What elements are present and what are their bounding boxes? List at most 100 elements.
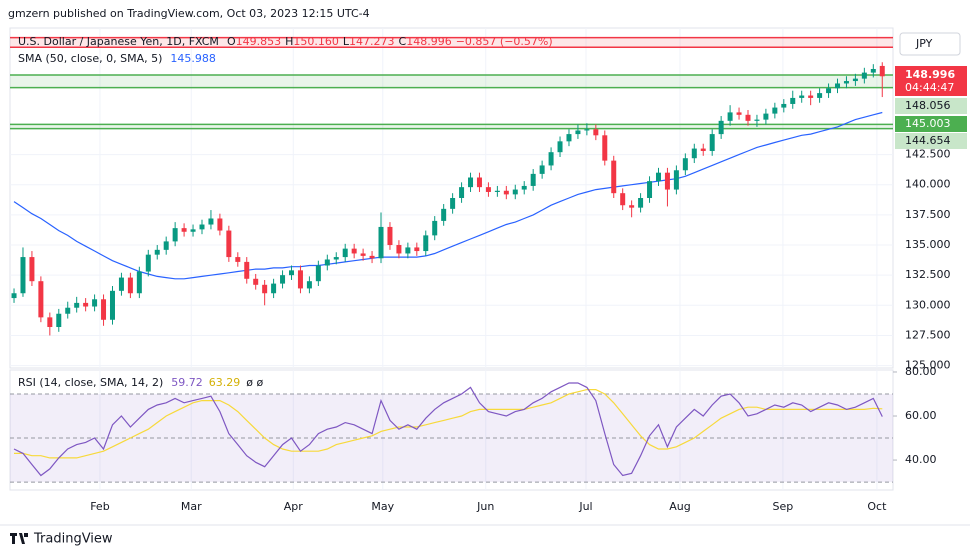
candle-body bbox=[494, 190, 500, 192]
candle-body bbox=[879, 65, 885, 77]
candle-body bbox=[530, 173, 536, 186]
candle-body bbox=[145, 254, 151, 272]
level-label: 148.056 bbox=[905, 99, 951, 112]
candle-body bbox=[575, 130, 581, 135]
candle-body bbox=[208, 218, 214, 225]
candle-body bbox=[405, 247, 411, 254]
candle-body bbox=[468, 177, 474, 188]
ohlc-value: 149.853 bbox=[236, 35, 282, 48]
candle-body bbox=[217, 218, 223, 231]
countdown-label: 04:44:47 bbox=[905, 81, 954, 94]
zone bbox=[10, 75, 893, 88]
x-tick-label: Mar bbox=[181, 500, 202, 513]
x-tick-label: Apr bbox=[284, 500, 304, 513]
zone bbox=[10, 124, 893, 129]
candle-body bbox=[503, 190, 509, 195]
candle-body bbox=[843, 81, 849, 84]
level-label-bg bbox=[895, 98, 967, 114]
candle-body bbox=[396, 245, 402, 254]
candle-body bbox=[539, 165, 545, 174]
sma-line bbox=[13, 111, 883, 280]
candle-body bbox=[83, 302, 89, 307]
y-tick-label: 127.500 bbox=[905, 328, 951, 341]
y-tick-label: 135.000 bbox=[905, 238, 951, 251]
rsi-value: 59.72 bbox=[171, 376, 203, 389]
price-label: 148.996 bbox=[905, 68, 955, 81]
price-label-bg bbox=[895, 66, 967, 96]
published-by: gmzern published on TradingView.com, Oct… bbox=[8, 7, 370, 20]
currency-button[interactable] bbox=[899, 32, 961, 56]
x-tick-label: May bbox=[371, 500, 394, 513]
ohlc-name: C bbox=[399, 35, 407, 48]
candle-body bbox=[315, 265, 321, 282]
candle-body bbox=[387, 226, 393, 246]
candle-body bbox=[47, 317, 53, 328]
candle-body bbox=[118, 277, 124, 291]
candle-body bbox=[691, 148, 697, 159]
sma-value: 145.988 bbox=[170, 52, 216, 65]
candle-body bbox=[11, 293, 17, 299]
candle-body bbox=[324, 259, 330, 266]
candle-body bbox=[432, 220, 438, 236]
candle-body bbox=[826, 88, 832, 94]
candle-body bbox=[754, 119, 760, 121]
y-tick-label: 132.500 bbox=[905, 268, 951, 281]
currency: JPY bbox=[915, 37, 933, 50]
x-tick-label: Sep bbox=[773, 500, 794, 513]
candle-body bbox=[20, 257, 26, 294]
candle-body bbox=[378, 226, 384, 259]
candle-body bbox=[727, 112, 733, 121]
rsi-line bbox=[13, 382, 883, 477]
candle-body bbox=[790, 97, 796, 104]
candle-body bbox=[280, 275, 286, 284]
candle-body bbox=[772, 107, 778, 114]
candle-body bbox=[647, 181, 653, 198]
candle-body bbox=[655, 172, 661, 182]
candle-body bbox=[450, 198, 456, 209]
candle-body bbox=[673, 170, 679, 190]
candle-body bbox=[521, 185, 527, 190]
candle-body bbox=[101, 299, 107, 320]
candle-body bbox=[29, 257, 35, 282]
candle-body bbox=[342, 248, 348, 258]
candle-body bbox=[602, 135, 608, 161]
candle-body bbox=[136, 271, 142, 294]
symbol: U.S. Dollar / Japanese Yen, 1D, FXCM bbox=[18, 35, 219, 48]
rsi-tick-label: 80.00 bbox=[905, 365, 937, 378]
rsi-name: RSI (14, close, SMA, 14, 2) bbox=[18, 376, 163, 389]
candle-body bbox=[745, 114, 751, 121]
candle-body bbox=[566, 134, 572, 142]
ohlc-name: O bbox=[227, 35, 236, 48]
price-pane bbox=[9, 27, 894, 369]
rsi-pane bbox=[9, 369, 894, 491]
candle-body bbox=[423, 235, 429, 252]
legend: U.S. Dollar / Japanese Yen, 1D, FXCM O149… bbox=[18, 35, 553, 48]
candle-body bbox=[512, 189, 518, 195]
ohlc-value: 148.996 bbox=[406, 35, 452, 48]
candle-body bbox=[56, 313, 62, 328]
level-label: 144.654 bbox=[905, 134, 951, 147]
x-tick-label: Feb bbox=[90, 500, 109, 513]
candle-body bbox=[459, 187, 465, 198]
candle-body bbox=[709, 134, 715, 151]
change: −0.857 (−0.57%) bbox=[456, 35, 553, 48]
y-tick-label: 140.000 bbox=[905, 178, 951, 191]
ohlc-name: H bbox=[285, 35, 293, 48]
x-tick-label: Jul bbox=[578, 500, 592, 513]
candle-body bbox=[181, 228, 187, 232]
logo bbox=[10, 533, 28, 544]
candle-body bbox=[557, 141, 563, 153]
ohlc-value: 147.273 bbox=[349, 35, 395, 48]
candle-body bbox=[870, 68, 876, 73]
candle-body bbox=[485, 187, 491, 192]
candle-body bbox=[736, 112, 742, 115]
sma-name: SMA (50, close, 0, SMA, 5) bbox=[18, 52, 162, 65]
level-label: 145.003 bbox=[905, 117, 951, 130]
candle-body bbox=[861, 72, 867, 79]
candle-body bbox=[852, 78, 858, 82]
candle-body bbox=[682, 158, 688, 171]
brand: TradingView bbox=[33, 532, 113, 547]
level-label-bg bbox=[895, 116, 967, 132]
